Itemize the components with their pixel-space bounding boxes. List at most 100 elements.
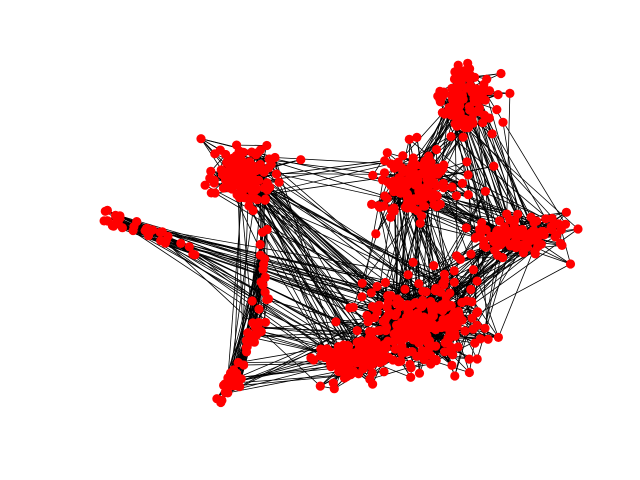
graph-node xyxy=(500,222,510,232)
graph-node xyxy=(455,108,465,118)
graph-node xyxy=(400,202,410,212)
graph-node xyxy=(357,278,367,288)
graph-node xyxy=(397,163,407,173)
graph-node xyxy=(439,269,450,279)
graph-node xyxy=(498,117,508,127)
graph-node xyxy=(414,368,425,378)
graph-node xyxy=(128,225,138,236)
graph-node xyxy=(380,277,390,288)
graph-node xyxy=(480,323,490,333)
graph-node xyxy=(379,201,389,211)
graph-node xyxy=(470,338,480,348)
graph-node xyxy=(223,183,233,193)
graph-node xyxy=(446,300,456,311)
graph-node xyxy=(414,279,424,289)
graph-edge xyxy=(498,241,538,338)
graph-node xyxy=(530,249,540,259)
graph-node xyxy=(417,318,427,328)
graph-node xyxy=(450,371,460,381)
graph-node xyxy=(395,302,405,312)
graph-node xyxy=(382,193,392,203)
graph-node xyxy=(345,353,355,364)
graph-node xyxy=(115,211,125,221)
graph-node xyxy=(457,178,467,188)
graph-node xyxy=(472,307,483,317)
graph-node xyxy=(406,372,416,382)
graph-edge xyxy=(255,186,358,331)
graph-node xyxy=(403,270,413,280)
graph-node xyxy=(469,97,479,107)
graph-node xyxy=(371,229,381,239)
graph-node xyxy=(405,170,415,180)
graph-node xyxy=(236,374,246,384)
graph-node xyxy=(387,205,397,215)
graph-node xyxy=(255,239,265,250)
graph-edge xyxy=(252,165,363,359)
graph-node xyxy=(389,329,399,339)
graph-node xyxy=(480,95,490,105)
graph-node xyxy=(331,317,341,327)
graph-edge xyxy=(379,207,423,307)
graph-node xyxy=(573,224,583,234)
graph-node xyxy=(100,206,110,216)
graph-node xyxy=(458,132,468,142)
graph-node xyxy=(522,242,532,252)
graph-node xyxy=(386,291,396,301)
graph-node xyxy=(478,118,488,128)
graph-node xyxy=(447,360,457,370)
graph-node xyxy=(463,170,473,180)
graph-node xyxy=(513,209,523,219)
graph-node xyxy=(450,67,460,77)
graph-node xyxy=(474,103,485,113)
graph-node xyxy=(246,160,256,170)
graph-node xyxy=(435,97,445,107)
graph-node xyxy=(217,395,227,405)
graph-node xyxy=(508,228,518,238)
graph-node xyxy=(480,186,490,196)
graph-node xyxy=(228,170,238,180)
graph-node xyxy=(482,74,492,84)
graph-node xyxy=(357,292,367,302)
graph-node xyxy=(422,333,432,343)
graph-node xyxy=(449,277,459,287)
graph-node xyxy=(395,174,405,184)
graph-node xyxy=(340,362,350,372)
graph-node xyxy=(431,283,441,293)
graph-node xyxy=(556,225,566,235)
graph-node xyxy=(367,199,377,209)
graph-node xyxy=(372,307,382,317)
graph-node xyxy=(396,317,406,328)
graph-node xyxy=(467,297,477,307)
graph-node xyxy=(262,294,272,305)
graph-edge xyxy=(116,220,321,357)
graph-node xyxy=(247,296,257,306)
graph-node xyxy=(210,149,220,159)
graph-node xyxy=(188,249,198,259)
graph-node xyxy=(402,193,412,203)
graph-node xyxy=(210,188,220,198)
graph-node xyxy=(315,381,325,391)
graph-node xyxy=(266,159,276,169)
graph-node xyxy=(236,186,246,196)
graph-node xyxy=(460,326,470,336)
graph-node xyxy=(404,134,414,144)
graph-node xyxy=(258,280,268,290)
graph-node xyxy=(414,182,424,192)
graph-node xyxy=(352,326,362,336)
graph-node xyxy=(394,357,404,367)
graph-node xyxy=(221,149,231,160)
graph-node xyxy=(155,227,165,237)
graph-node xyxy=(259,166,269,176)
graph-node xyxy=(229,365,239,375)
graph-edge xyxy=(238,176,255,338)
graph-node xyxy=(561,207,572,217)
graph-node xyxy=(408,257,418,267)
graph-node xyxy=(446,107,456,117)
graph-node xyxy=(483,334,493,344)
graph-node xyxy=(454,116,464,126)
graph-node xyxy=(495,216,505,226)
graph-node xyxy=(448,310,458,321)
graph-node xyxy=(422,174,432,184)
graph-node xyxy=(466,284,476,295)
graph-node xyxy=(460,70,470,80)
